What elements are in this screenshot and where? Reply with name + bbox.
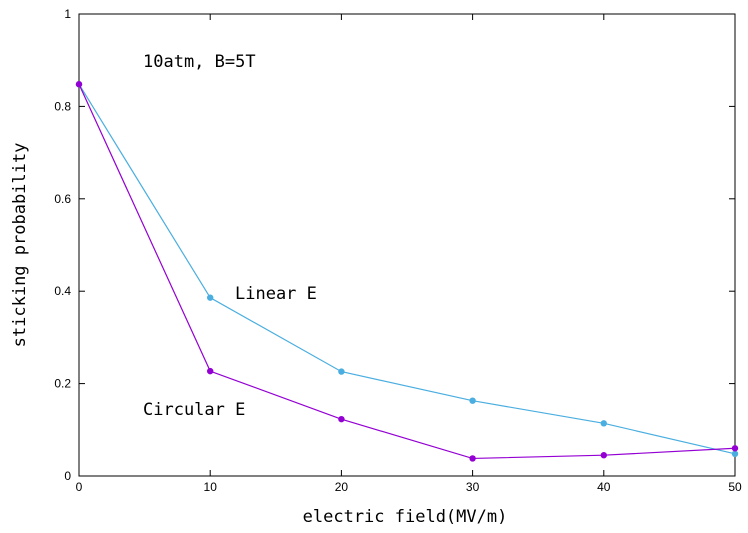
data-point-circular-e (600, 452, 607, 459)
y-tick-label: 0.8 (54, 99, 71, 113)
x-tick-label: 40 (597, 480, 611, 494)
y-tick-label: 0.2 (54, 377, 71, 391)
series-line-linear-e (78, 83, 736, 455)
data-point-linear-e (600, 420, 607, 427)
circular-e-annotation: Circular E (143, 400, 245, 420)
x-tick-label: 10 (204, 480, 218, 494)
y-tick-label: 1 (64, 7, 71, 21)
data-point-circular-e (469, 455, 476, 462)
y-tick-label: 0.6 (54, 192, 71, 206)
y-tick-label: 0.4 (54, 284, 71, 298)
axis-ticks: 0 10 20 30 40 50 0 0.2 0.4 0.6 0.8 1 (54, 7, 742, 494)
data-point-linear-e (469, 397, 476, 404)
x-tick-label: 30 (466, 480, 480, 494)
series-circular-e (75, 81, 739, 462)
data-point-linear-e (338, 368, 345, 375)
series-layer (75, 81, 739, 462)
y-tick-label: 0 (64, 469, 71, 483)
series-linear-e (75, 81, 739, 458)
data-point-circular-e (75, 81, 83, 88)
condition-annotation: 10atm, B=5T (143, 52, 256, 72)
data-point-linear-e (731, 450, 739, 458)
data-point-circular-e (731, 445, 739, 452)
x-axis-label: electric field(MV/m) (303, 507, 508, 527)
data-point-circular-e (338, 415, 345, 423)
series-line-circular-e (78, 83, 736, 460)
plot-frame (78, 13, 736, 477)
x-tick-label: 20 (335, 480, 349, 494)
x-tick-label: 50 (728, 480, 742, 494)
data-point-circular-e (207, 367, 214, 375)
x-tick-label: 0 (76, 480, 83, 494)
data-point-linear-e (207, 294, 214, 301)
plot-area (78, 13, 736, 477)
linear-e-annotation: Linear E (235, 284, 317, 304)
y-axis-label: sticking probability (10, 143, 30, 348)
